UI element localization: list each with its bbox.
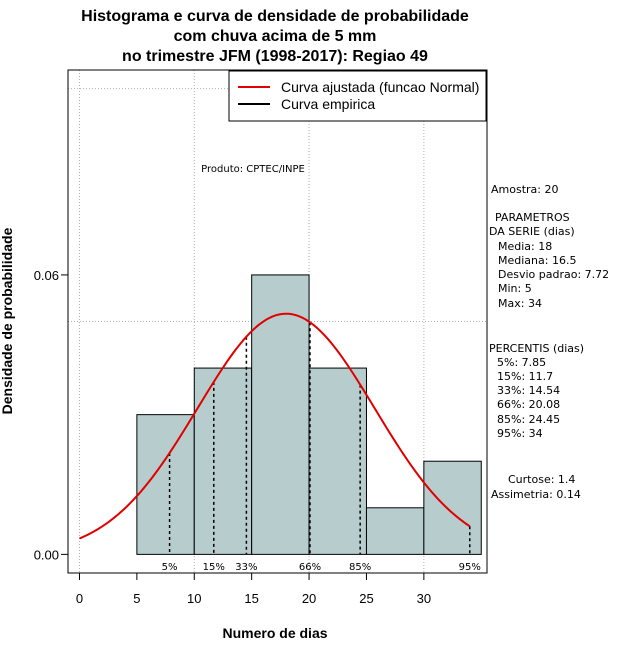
stat-p85: 85%: 24.45	[497, 413, 560, 426]
percentile-label: 85%	[349, 562, 371, 573]
percentile-label: 15%	[203, 562, 225, 573]
percentile-label: 5%	[162, 562, 178, 573]
stat-assimetria: Assimetria: 0.14	[491, 488, 581, 501]
stat-amostra: Amostra: 20	[491, 183, 558, 196]
x-tick-label: 15	[244, 591, 258, 606]
percentile-lines-layer: 5% 15% 33% 66% 85% 95%	[162, 322, 481, 573]
stat-params-title-2: DA SERIE (dias)	[489, 225, 575, 238]
x-axis-title: Numero de dias	[222, 625, 327, 641]
normal-fit-curve	[79, 312, 471, 540]
y-axis-title: Densidade de probabilidade	[0, 227, 15, 414]
statistics-panel: Amostra: 20 PARAMETROS DA SERIE (dias) M…	[489, 183, 609, 501]
x-tick-label: 25	[359, 591, 373, 606]
product-label: Produto: CPTEC/INPE	[201, 164, 305, 175]
stat-max: Max: 34	[498, 297, 542, 310]
stat-params-title-1: PARAMETROS	[495, 211, 570, 224]
histogram-bar	[308, 367, 367, 555]
x-tick-label: 30	[417, 591, 431, 606]
histogram-bar	[423, 460, 482, 555]
legend-label-empirical: Curva empirica	[281, 96, 375, 112]
legend: Curva ajustada (funcao Normal) Curva emp…	[228, 70, 487, 122]
grid-layer	[68, 70, 487, 573]
bars-layer	[136, 274, 482, 555]
chart-title-line-1: Histograma e curva de densidade de proba…	[81, 8, 469, 25]
stat-curtose: Curtose: 1.4	[508, 473, 575, 486]
percentile-label: 33%	[235, 562, 257, 573]
stat-media: Media: 18	[498, 240, 552, 253]
percentile-label: 66%	[299, 562, 321, 573]
y-tick-label: 0.00	[34, 547, 59, 562]
stat-percentis-title: PERCENTIS (dias)	[489, 342, 584, 355]
x-axis: 0 5 10 15 20 25 30	[76, 572, 431, 606]
legend-box	[228, 70, 487, 122]
histogram-bar	[251, 274, 310, 555]
stat-p66: 66%: 20.08	[497, 398, 560, 411]
chart-title-line-2: com chuva acima de 5 mm	[174, 28, 377, 45]
percentile-label: 95%	[459, 562, 481, 573]
y-axis: 0.00 0.06	[34, 268, 69, 562]
x-tick-label: 0	[76, 591, 83, 606]
stat-p15: 15%: 11.7	[497, 370, 553, 383]
stat-p33: 33%: 14.54	[497, 384, 560, 397]
x-tick-label: 20	[302, 591, 316, 606]
chart-title-line-3: no trimestre JFM (1998-2017): Regiao 49	[122, 48, 428, 65]
stat-mediana: Mediana: 16.5	[498, 254, 576, 267]
stat-p95: 95%: 34	[497, 427, 543, 440]
x-tick-label: 10	[187, 591, 201, 606]
stat-p5: 5%: 7.85	[497, 356, 546, 369]
stat-desvio: Desvio padrao: 7.72	[498, 268, 609, 281]
legend-label-fitted: Curva ajustada (funcao Normal)	[281, 79, 479, 95]
stat-min: Min: 5	[498, 282, 532, 295]
histogram-bar	[365, 507, 425, 555]
y-tick-label: 0.06	[34, 268, 59, 283]
histogram-bar	[193, 367, 253, 555]
x-tick-label: 5	[133, 591, 140, 606]
